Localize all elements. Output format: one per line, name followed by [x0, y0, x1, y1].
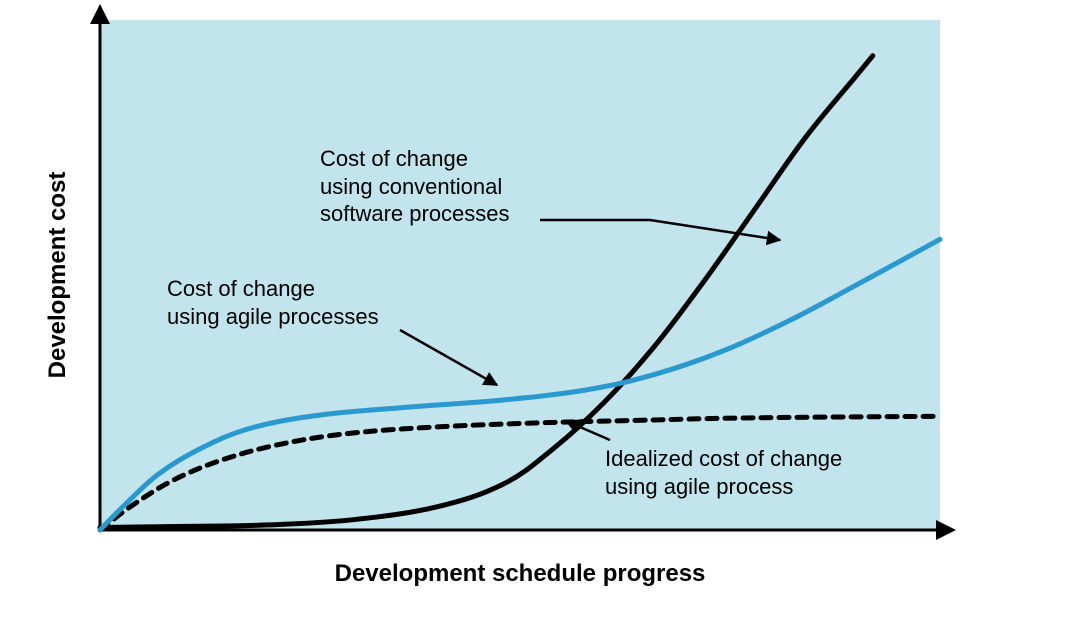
annotation-agile: Cost of changeusing agile processes	[167, 275, 379, 330]
cost-of-change-chart	[0, 0, 1072, 638]
annotation-idealized: Idealized cost of changeusing agile proc…	[605, 445, 842, 500]
y-axis-label: Development cost	[44, 172, 72, 379]
annotation-conventional: Cost of changeusing conventionalsoftware…	[320, 145, 510, 228]
x-axis-label: Development schedule progress	[335, 560, 706, 588]
chart-stage: Development cost Development schedule pr…	[0, 0, 1072, 638]
